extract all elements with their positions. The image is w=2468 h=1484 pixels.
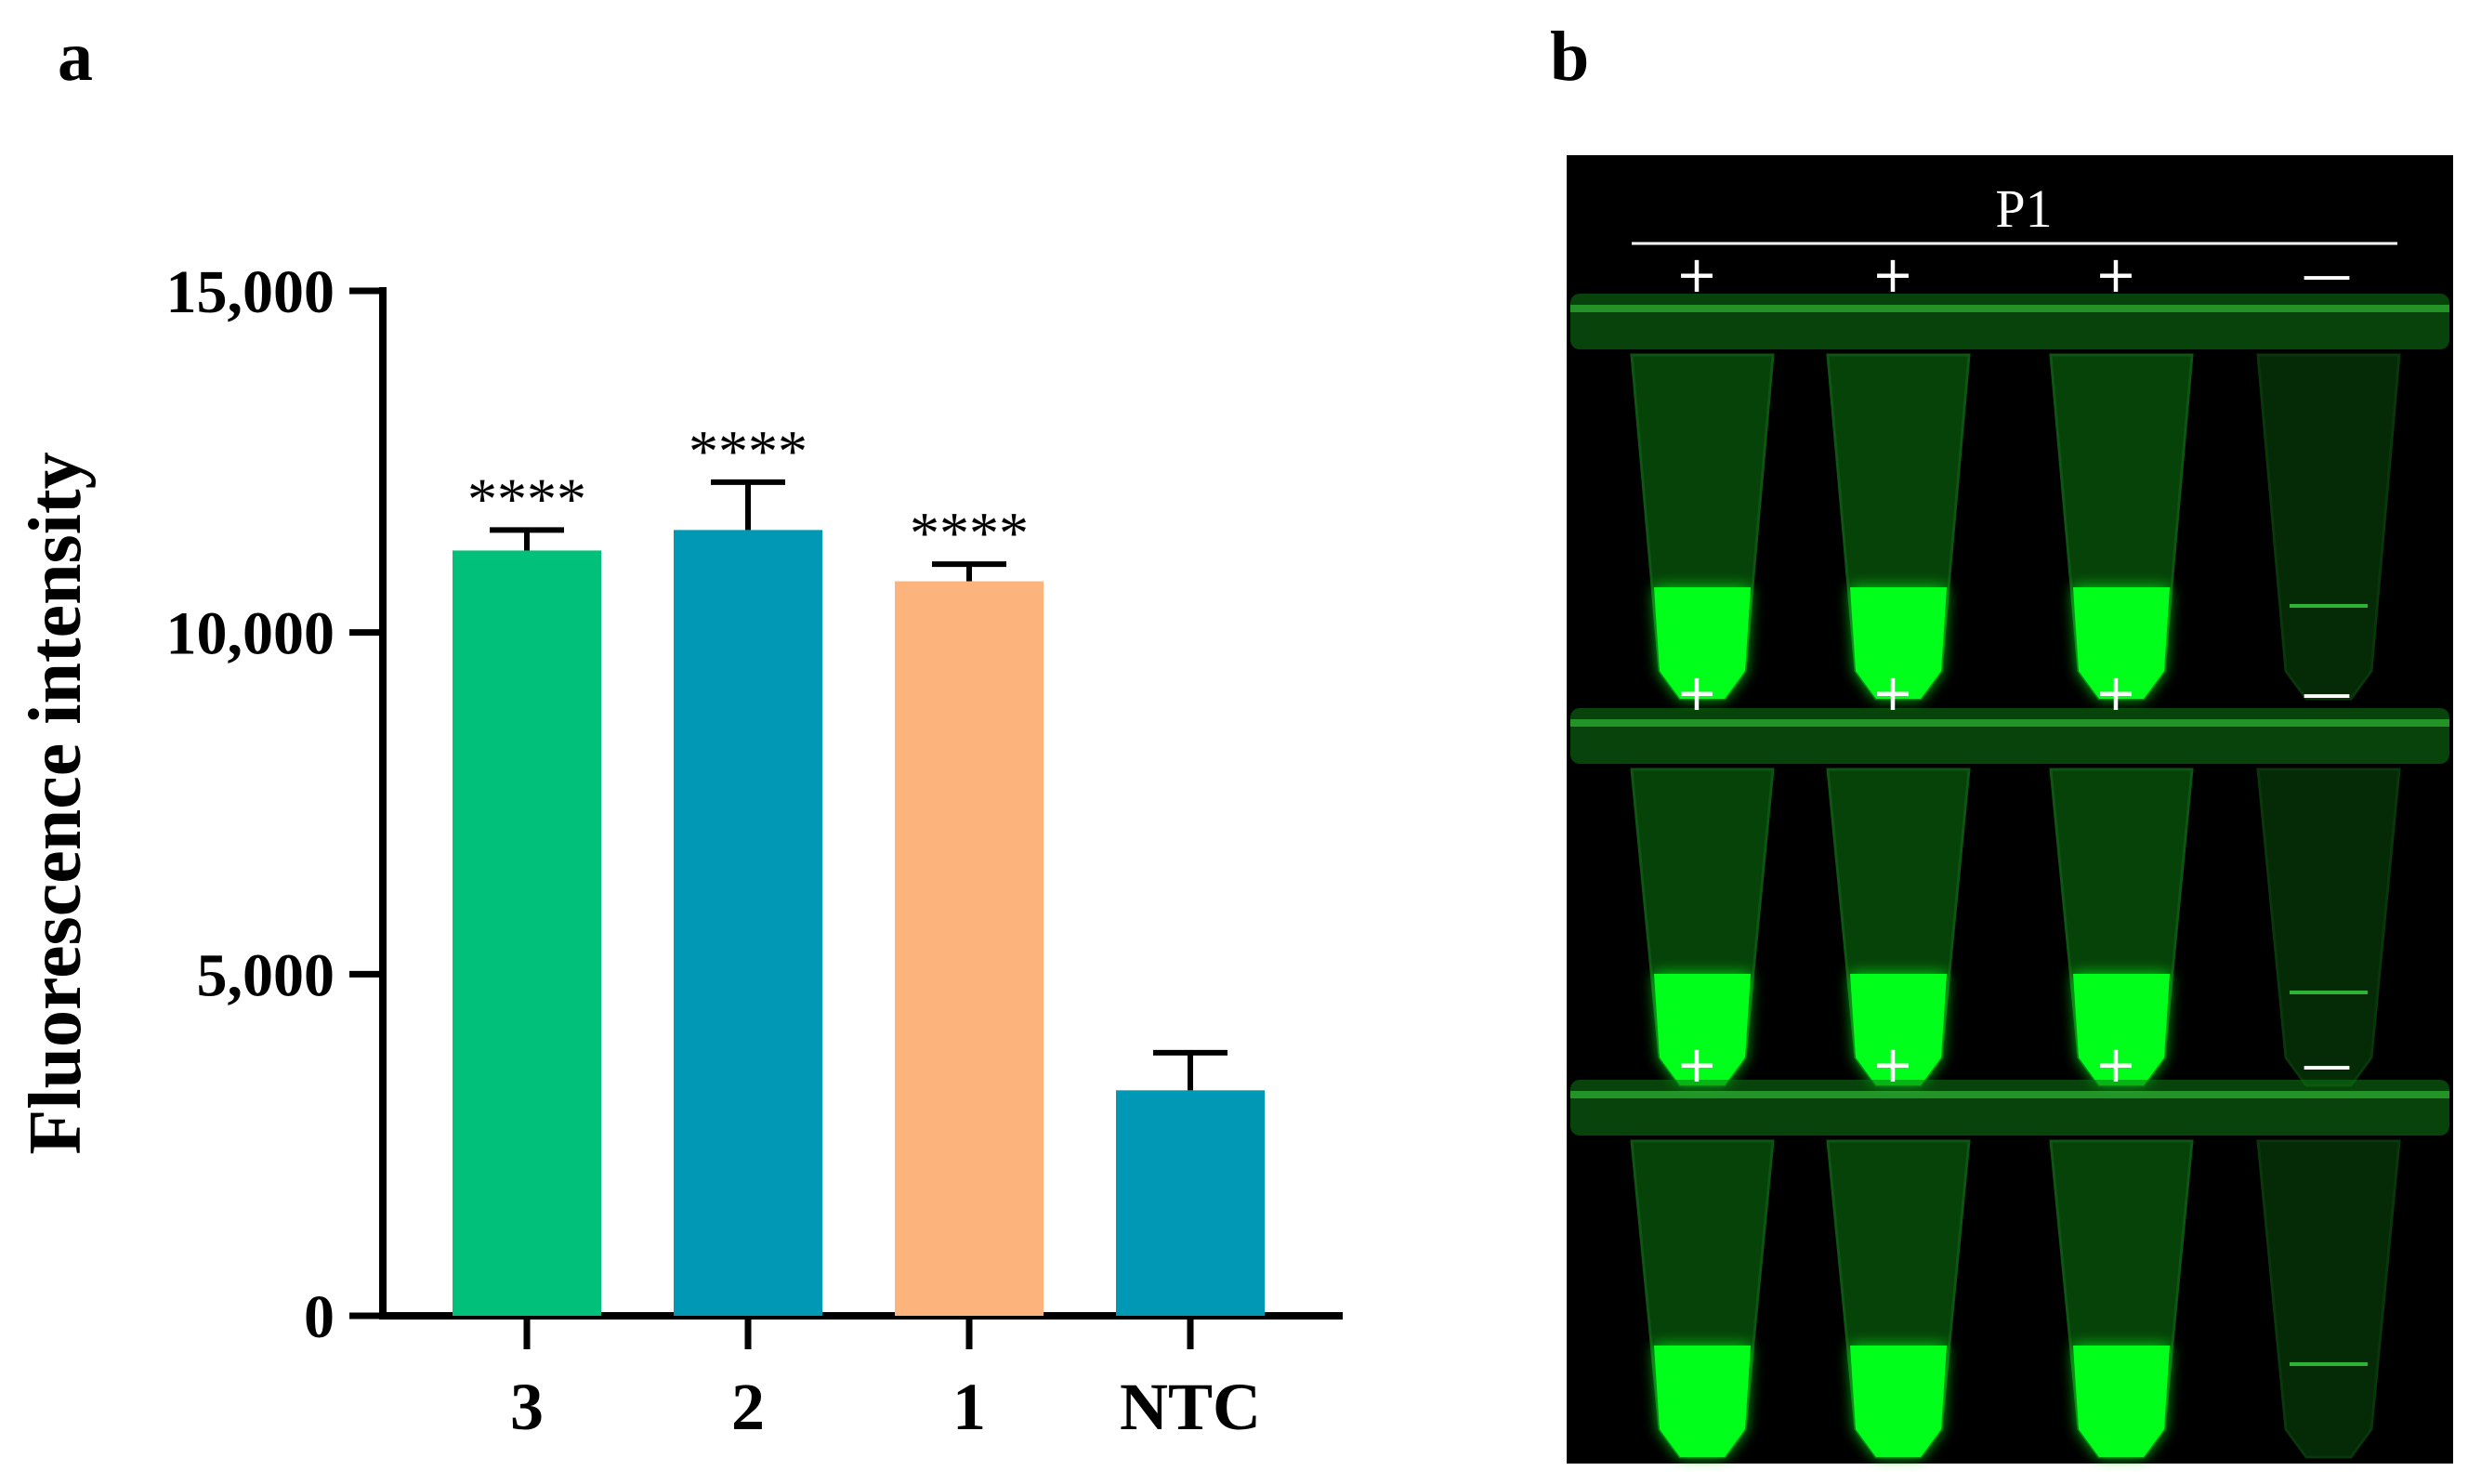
positive-sign: + [2094,663,2136,722]
fluorescent-liquid [1850,587,1947,699]
positive-sign: + [1871,245,1913,304]
fluorescent-liquid [1654,587,1751,699]
negative-sign: — [2302,663,2352,722]
positive-sign: + [1871,1035,1913,1094]
x-tick-label: 2 [731,1370,765,1444]
tube-strip-rim [1570,1091,2449,1098]
panel-label-a: a [58,18,93,96]
y-tick-label: 15,000 [166,258,335,326]
bar-1 [895,581,1044,1316]
significance-label: **** [689,418,807,484]
y-tick-label: 10,000 [166,600,335,668]
positive-sign: + [1871,663,1913,722]
bar-NTC [1116,1090,1265,1316]
y-tick-label: 5,000 [197,941,335,1009]
fluorescent-liquid [1654,1346,1751,1457]
fluorescent-liquid [1850,974,1947,1085]
fluorescent-liquid [2073,587,2170,699]
x-tick-label: NTC [1120,1370,1261,1444]
bar-3 [453,550,601,1316]
bar-chart: 0 5,000 10,000 15,000 Fluorescence intensity… [15,258,1343,1444]
x-tick-label: 3 [510,1370,544,1444]
y-axis-title: Fluorescence intensity [15,452,97,1154]
x-tick-label: 1 [952,1370,986,1444]
fluorescent-liquid [1654,974,1751,1085]
bar-2 [674,530,822,1316]
positive-sign: + [1675,1035,1717,1094]
significance-label: **** [910,500,1029,566]
fluorescent-liquid [2073,974,2170,1085]
significance-label: **** [467,466,586,532]
positive-sign: + [1675,245,1717,304]
tube [2256,353,2401,701]
tube [2256,1139,2401,1459]
panel-label-b: b [1550,18,1590,96]
tube-strip-rim [1570,305,2449,312]
group-label: P1 [1995,178,2052,239]
y-tick-label: 0 [304,1283,335,1351]
tube-strip-rim [1570,719,2449,727]
negative-sign: — [2302,1035,2352,1094]
positive-sign: + [2094,1035,2136,1094]
positive-sign: + [1675,663,1717,722]
negative-sign: — [2302,245,2352,304]
fluorescent-liquid [2073,1346,2170,1457]
fluorescent-liquid [1850,1346,1947,1457]
positive-sign: + [2094,245,2136,304]
